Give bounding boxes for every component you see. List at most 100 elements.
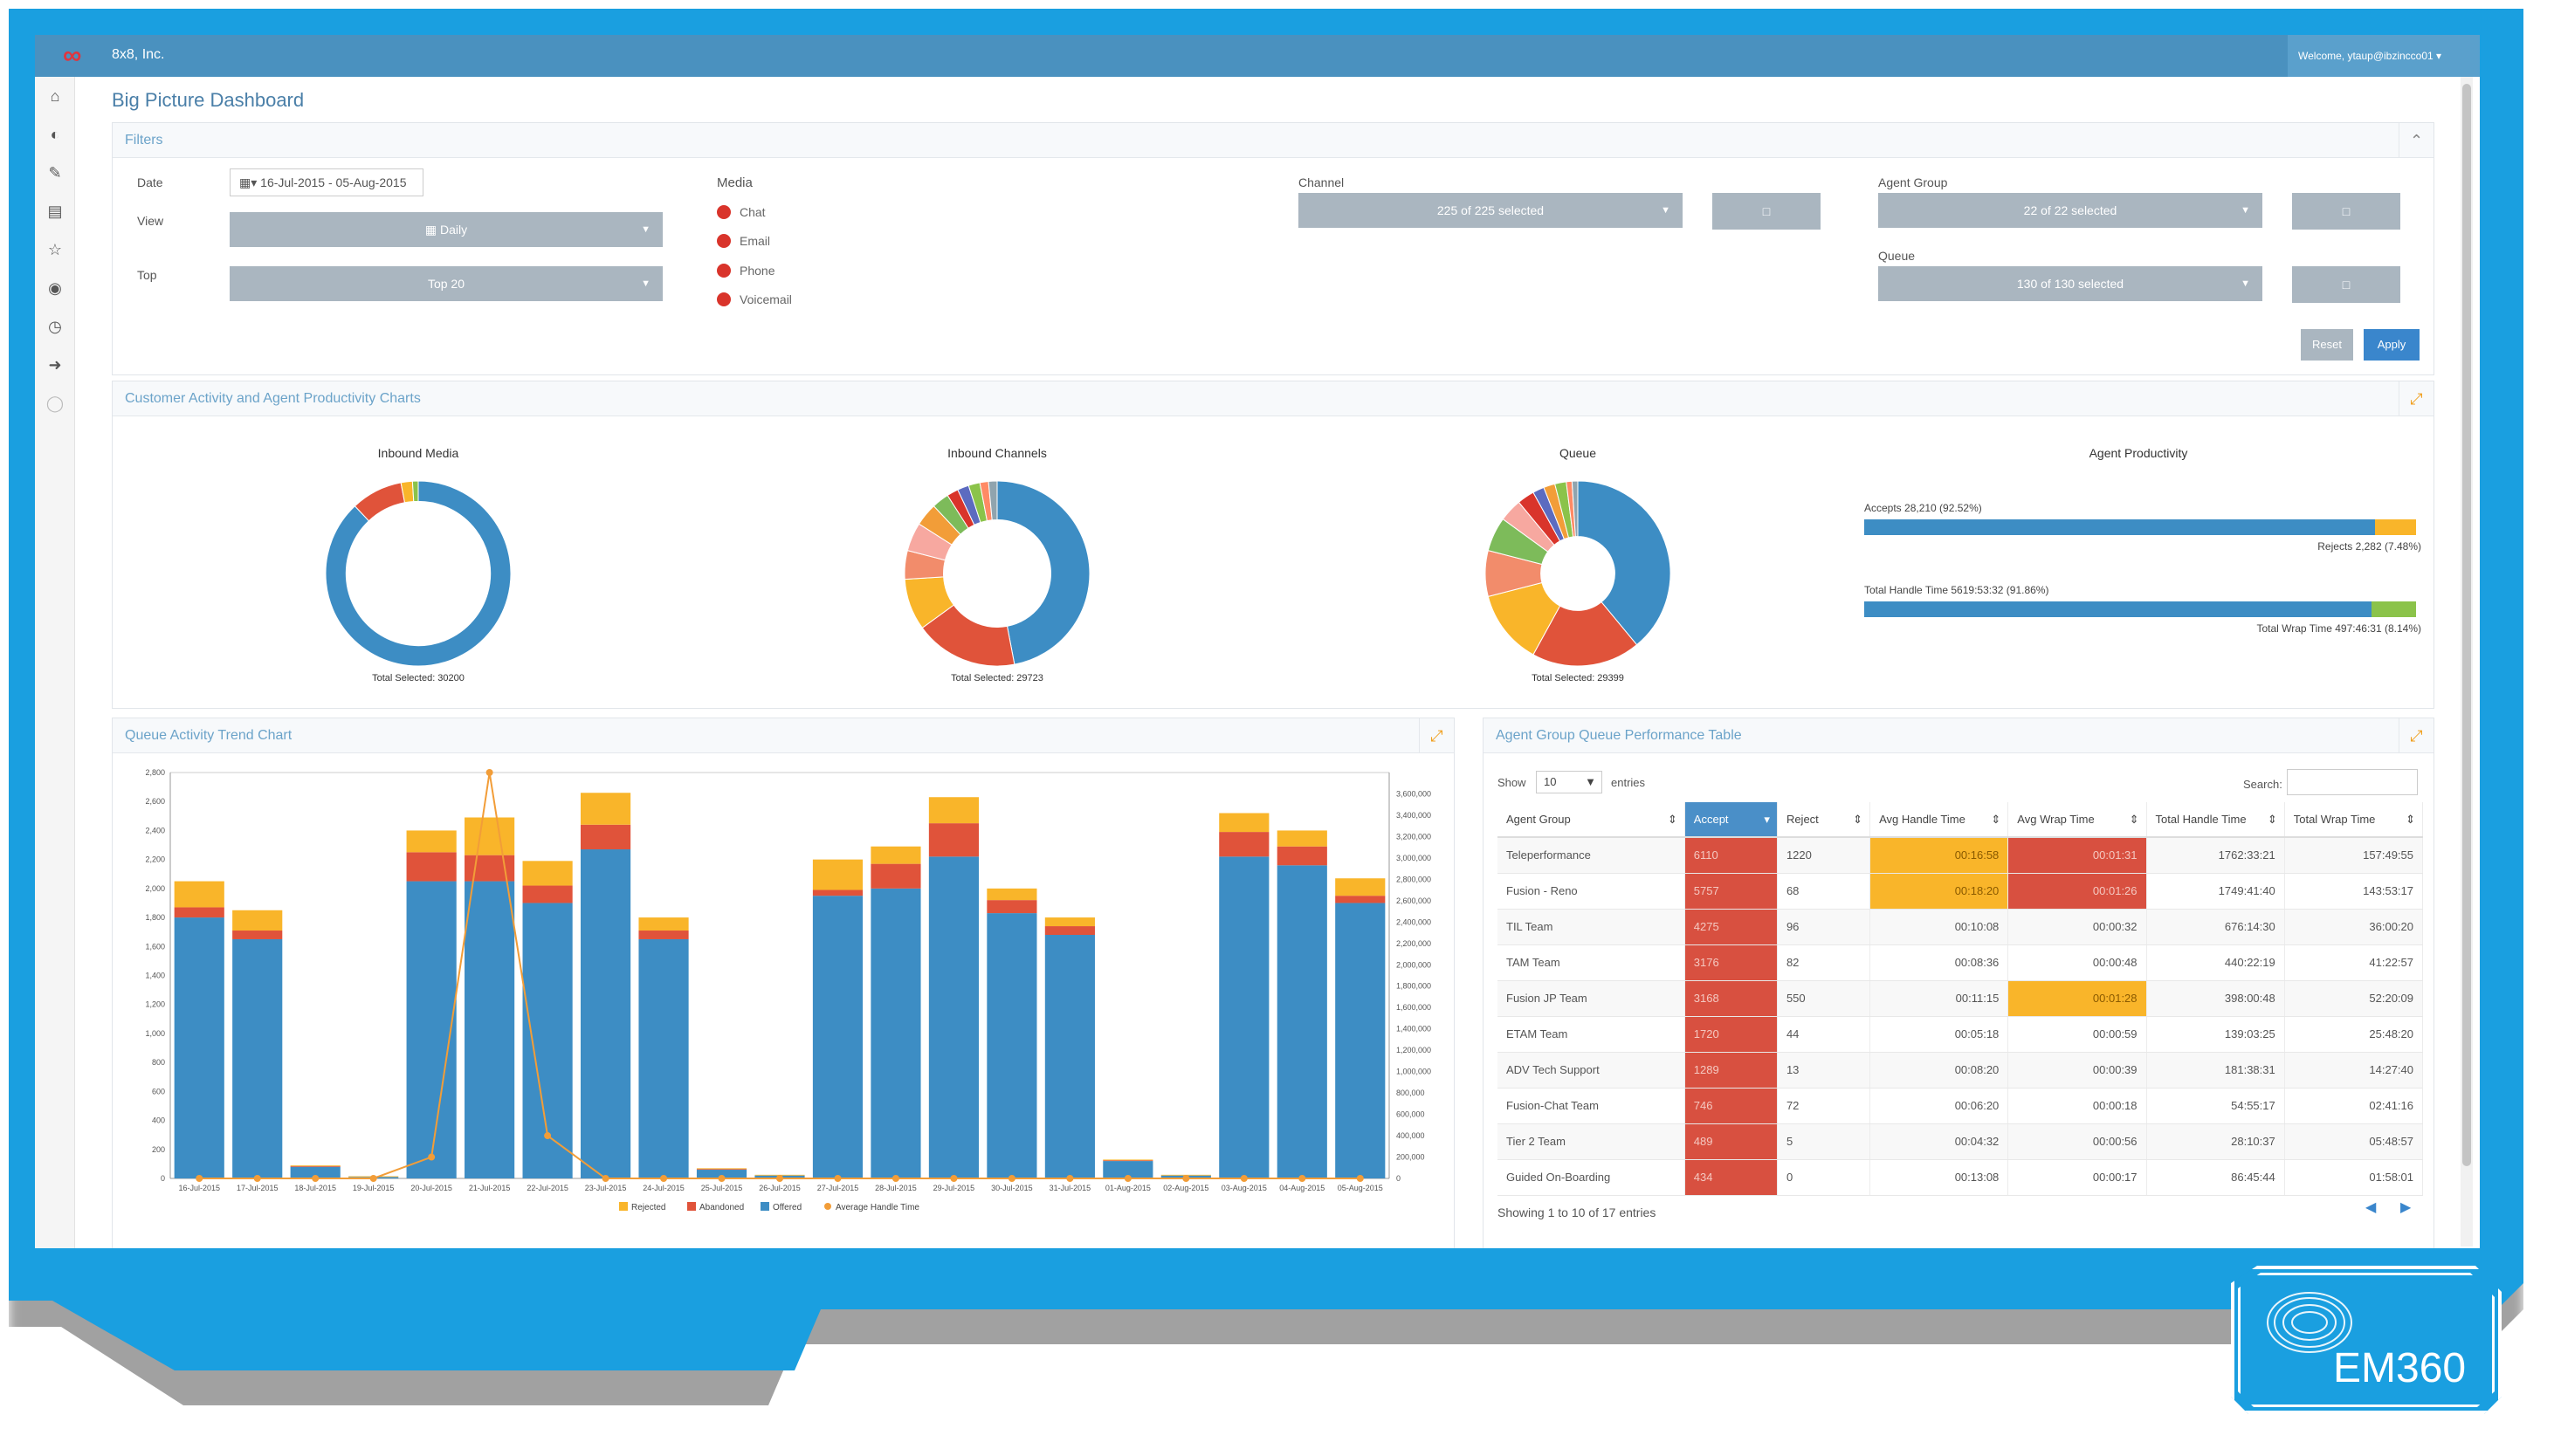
table-row[interactable]: Guided On-Boarding 434 0 00:13:08 00:00:17 86… [1497, 1159, 2424, 1196]
line-point[interactable] [776, 1175, 783, 1182]
star-icon[interactable]: ☆ [47, 241, 63, 258]
bar-rejected[interactable] [465, 817, 515, 855]
line-point[interactable] [312, 1175, 320, 1182]
bar-abandoned[interactable] [290, 1165, 341, 1167]
bar-offered[interactable] [580, 849, 631, 1178]
bar-offered[interactable] [1277, 865, 1327, 1178]
document-icon[interactable]: ▤ [47, 203, 63, 220]
donut-slice[interactable] [325, 480, 512, 667]
col-avg-wrap-time[interactable]: Avg Wrap Time ⇕ [2007, 802, 2147, 838]
col-total-wrap-time[interactable]: Total Wrap Time ⇕ [2284, 802, 2424, 838]
bar-offered[interactable] [812, 896, 864, 1178]
bar-abandoned[interactable] [928, 823, 980, 857]
reset-button[interactable]: Reset [2301, 329, 2353, 361]
donut-slice[interactable] [988, 480, 998, 521]
user-menu[interactable]: Welcome, ytaup@ibzincco01 ▾ [2288, 35, 2480, 77]
eye-icon[interactable]: ◉ [48, 279, 62, 297]
expand-icon[interactable]: ⤢ [1419, 718, 1454, 753]
bar-abandoned[interactable] [871, 863, 921, 889]
line-point[interactable] [891, 1175, 899, 1182]
collapse-icon[interactable]: ⌃ [2399, 123, 2434, 158]
bar-abandoned[interactable] [1044, 926, 1095, 935]
bar-abandoned[interactable] [1103, 1160, 1153, 1162]
bar-rejected[interactable] [987, 888, 1037, 901]
prev-page-icon[interactable]: ◀ [2365, 1200, 2377, 1215]
line-point[interactable] [718, 1175, 726, 1182]
line-point[interactable] [253, 1175, 261, 1182]
donut-slice[interactable] [996, 480, 1091, 665]
bar-rejected[interactable] [812, 859, 864, 890]
bar-rejected[interactable] [1044, 917, 1095, 927]
table-row[interactable]: TIL Team 4275 96 00:10:08 00:00:32 676:14:30 3… [1497, 909, 2424, 945]
line-point[interactable] [602, 1175, 609, 1182]
edit-icon[interactable]: ✎ [48, 164, 62, 182]
agent-group-select[interactable]: 22 of 22 selected ▼ [1878, 193, 2262, 228]
bar-rejected[interactable] [1219, 813, 1270, 833]
media-checkbox-phone[interactable]: Phone [717, 264, 774, 278]
line-point[interactable] [1008, 1175, 1015, 1182]
bar-offered[interactable] [871, 888, 921, 1178]
media-checkbox-voicemail[interactable]: Voicemail [717, 292, 792, 306]
expand-icon[interactable]: ⤢ [2399, 381, 2434, 416]
line-point[interactable] [950, 1175, 958, 1182]
line-point[interactable] [660, 1175, 668, 1182]
bar-rejected[interactable] [1103, 1159, 1153, 1161]
bar-abandoned[interactable] [812, 889, 864, 896]
bar-rejected[interactable] [1335, 878, 1386, 896]
line-point[interactable] [1240, 1175, 1248, 1182]
home-icon[interactable]: ⌂ [50, 87, 60, 105]
vertical-scrollbar[interactable] [2461, 77, 2473, 1247]
bar-abandoned[interactable] [987, 900, 1037, 914]
col-avg-handle-time[interactable]: Avg Handle Time ⇕ [1869, 802, 2009, 838]
bar-offered[interactable] [1219, 856, 1270, 1178]
bar-rejected[interactable] [1277, 830, 1327, 847]
table-row[interactable]: ETAM Team 1720 44 00:05:18 00:00:59 139:03:25… [1497, 1016, 2424, 1053]
expand-icon[interactable]: ⤢ [2399, 718, 2434, 753]
bar-rejected[interactable] [290, 1165, 341, 1166]
bar-offered[interactable] [232, 938, 283, 1178]
channel-toggle-button[interactable]: □ [1712, 193, 1821, 230]
logout-icon[interactable]: ➜ [48, 356, 62, 374]
bar-abandoned[interactable] [580, 824, 631, 850]
view-select[interactable]: ▦ Daily ▼ [230, 212, 663, 247]
dashboard-icon[interactable]: ◐ [50, 126, 60, 143]
line-point[interactable] [834, 1175, 842, 1182]
bar-rejected[interactable] [580, 793, 631, 825]
next-page-icon[interactable]: ▶ [2400, 1200, 2412, 1215]
donut-slice[interactable] [1577, 480, 1671, 646]
line-point[interactable] [1066, 1175, 1074, 1182]
date-range-picker[interactable]: ▦▾ 16-Jul-2015 - 05-Aug-2015 [230, 168, 423, 196]
agent-group-toggle-button[interactable]: □ [2292, 193, 2400, 230]
bar-rejected[interactable] [406, 830, 457, 853]
line-point[interactable] [1124, 1175, 1132, 1182]
donut-slice[interactable] [411, 480, 419, 503]
table-row[interactable]: Tier 2 Team 489 5 00:04:32 00:00:56 28:10:37 0… [1497, 1123, 2424, 1160]
bar-rejected[interactable] [696, 1168, 747, 1170]
media-checkbox-chat[interactable]: Chat [717, 205, 766, 219]
line-point[interactable] [544, 1132, 552, 1140]
media-checkbox-email[interactable]: Email [717, 234, 770, 248]
col-reject[interactable]: Reject ⇕ [1777, 802, 1871, 838]
table-row[interactable]: Teleperformance 6110 1220 00:16:58 00:01:31 1… [1497, 837, 2424, 874]
bar-offered[interactable] [406, 881, 457, 1178]
donut-slice[interactable] [1532, 601, 1638, 667]
circle-icon[interactable]: ◯ [45, 395, 65, 412]
bar-offered[interactable] [290, 1166, 341, 1178]
bar-offered[interactable] [987, 913, 1037, 1178]
bar-offered[interactable] [1335, 903, 1386, 1178]
top-select[interactable]: Top 20 ▼ [230, 266, 663, 301]
bar-rejected[interactable] [928, 797, 980, 824]
clock-icon[interactable]: ◷ [48, 318, 62, 335]
line-point[interactable] [369, 1175, 377, 1182]
bar-abandoned[interactable] [232, 931, 283, 939]
donut-slice[interactable] [1571, 480, 1579, 538]
line-point[interactable] [428, 1153, 436, 1161]
bar-abandoned[interactable] [638, 931, 689, 939]
search-input[interactable] [2287, 769, 2418, 795]
bar-offered[interactable] [1044, 935, 1095, 1178]
bar-offered[interactable] [928, 856, 980, 1178]
queue-toggle-button[interactable]: □ [2292, 266, 2400, 303]
bar-rejected[interactable] [871, 846, 921, 864]
bar-offered[interactable] [638, 938, 689, 1178]
table-row[interactable]: Fusion - Reno 5757 68 00:18:20 00:01:26 1749:… [1497, 873, 2424, 910]
